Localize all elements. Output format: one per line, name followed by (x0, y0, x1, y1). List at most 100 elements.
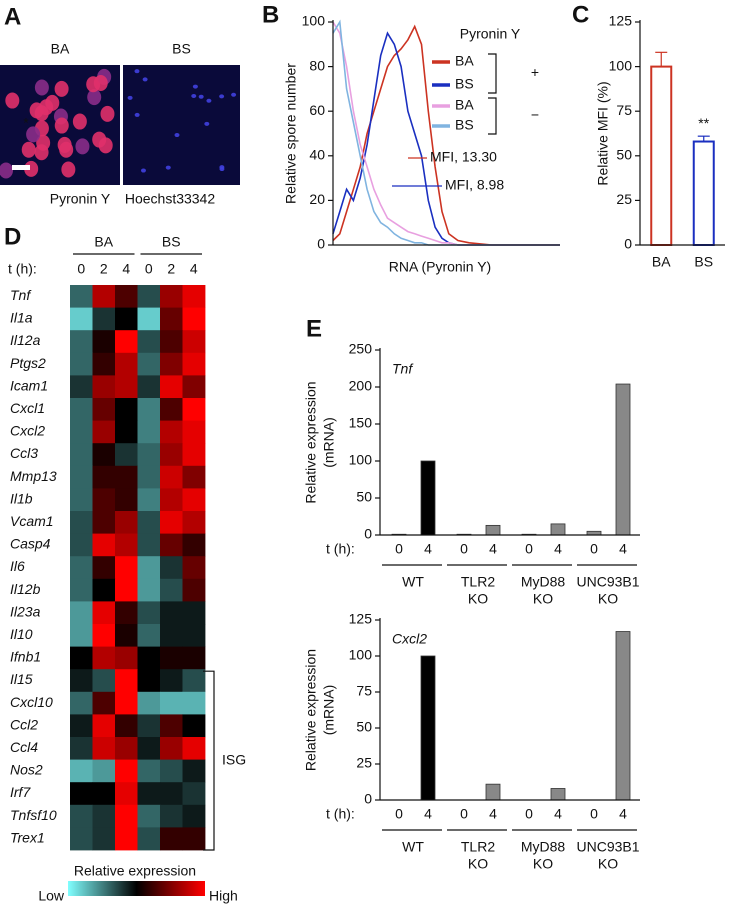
heatmap-cell (115, 782, 138, 806)
heatmap-cell (160, 285, 183, 308)
x-tick-label: 4 (619, 541, 627, 557)
y-tick-label: 60 (309, 102, 325, 118)
annotation: MFI, 13.30 (430, 149, 497, 165)
x-axis-label: RNA (Pyronin Y) (389, 259, 491, 275)
heatmap-cell (115, 804, 138, 828)
bar (550, 788, 566, 801)
y-tick-label: 200 (349, 378, 373, 394)
heatmap-cell (70, 285, 93, 308)
heatmap-cell (182, 759, 206, 783)
row-label: Tnf (10, 287, 32, 303)
heatmap-cell (115, 307, 138, 331)
row-label: Vcam1 (10, 513, 54, 529)
heatmap-cell (137, 624, 161, 647)
row-label: Icam1 (10, 377, 48, 393)
bracket (203, 670, 215, 851)
heatmap-cell (92, 759, 116, 783)
heatmap-cell (160, 759, 183, 783)
y-axis-label: Relative MFI (%) (595, 81, 611, 185)
heatmap-cell (70, 669, 93, 693)
heatmap-cell (137, 330, 161, 354)
heatmap-cell (137, 578, 161, 602)
heatmap-cell (182, 398, 206, 421)
heatmap-cell (137, 556, 161, 580)
heatmap-cell (70, 578, 93, 602)
row-label: Il10 (10, 626, 33, 642)
heatmap-cell (160, 352, 183, 376)
heatmap-cell (115, 511, 138, 534)
heatmap-cell (182, 420, 206, 444)
scale-bar (12, 165, 30, 170)
column-label: 4 (122, 261, 130, 277)
cell (75, 138, 90, 155)
heatmap-cell (115, 398, 138, 421)
legend-group: − (531, 107, 539, 123)
heatmap-cell (115, 556, 138, 580)
heatmap-cell (137, 782, 161, 806)
heatmap-cell (160, 782, 183, 806)
cell (134, 112, 140, 117)
heatmap-cell (137, 737, 161, 760)
column-label: 2 (167, 261, 175, 277)
heatmap-cell (70, 714, 93, 738)
row-label: Cxcl2 (10, 423, 45, 439)
heatmap-cell (115, 759, 138, 783)
x-tick-label: 4 (619, 806, 627, 822)
bracket-label: ISG (222, 751, 246, 767)
group-label: BA (94, 234, 113, 250)
heatmap-cell (92, 782, 116, 806)
group-label: KO (533, 856, 553, 872)
heatmap-cell (92, 691, 116, 715)
heatmap-cell (70, 307, 93, 331)
y-tick-label: 125 (349, 611, 373, 627)
group-label: UNC93B1 (576, 574, 639, 590)
series-line (332, 24, 560, 246)
x-tick-label: 0 (395, 806, 403, 822)
heatmap-cell (70, 601, 93, 625)
panel-label: C (572, 1, 589, 28)
image-label: BS (172, 41, 191, 57)
heatmap-cell (160, 465, 183, 489)
heatmap-cell (160, 737, 183, 760)
cell (21, 141, 36, 158)
heatmap-cell (92, 737, 116, 760)
panel-label: B (262, 1, 279, 28)
heatmap-cell (70, 398, 93, 421)
x-tick-label: 0 (525, 806, 533, 822)
cell (206, 98, 212, 103)
x-tick-label: 4 (424, 541, 432, 557)
cell (59, 141, 74, 158)
x-axis-label: t (h): (8, 261, 37, 277)
heatmap-cell (115, 737, 138, 760)
heatmap-cell (137, 804, 161, 828)
heatmap-cell (92, 465, 116, 489)
stain-label: Pyronin Y (50, 191, 111, 207)
heatmap-cell (137, 352, 161, 376)
heatmap-cell (92, 330, 116, 354)
heatmap-cell (115, 624, 138, 647)
y-tick-label: 100 (349, 452, 373, 468)
y-tick-label: 40 (309, 147, 325, 163)
y-tick-label: 100 (609, 57, 633, 73)
heatmap-cell (160, 714, 183, 738)
y-tick-label: 100 (349, 647, 373, 663)
y-tick-label: 0 (624, 236, 632, 252)
bar (420, 460, 436, 536)
group-label: KO (468, 856, 488, 872)
heatmap-cell (92, 443, 116, 467)
heatmap-cell (160, 330, 183, 354)
x-axis-label: t (h): (326, 541, 355, 557)
heatmap-cell (70, 782, 93, 806)
heatmap-cell (70, 624, 93, 647)
group-label: BS (162, 234, 181, 250)
heatmap-cell (92, 714, 116, 738)
column-label: 4 (190, 261, 198, 277)
heatmap-cell (160, 669, 183, 693)
y-axis-label: Relative expression (303, 649, 319, 771)
heatmap-cell (182, 285, 206, 308)
y-axis-label: Relative spore number (283, 63, 299, 204)
heatmap-cell (115, 646, 138, 670)
cell (92, 131, 107, 148)
heatmap-cell (182, 646, 206, 670)
